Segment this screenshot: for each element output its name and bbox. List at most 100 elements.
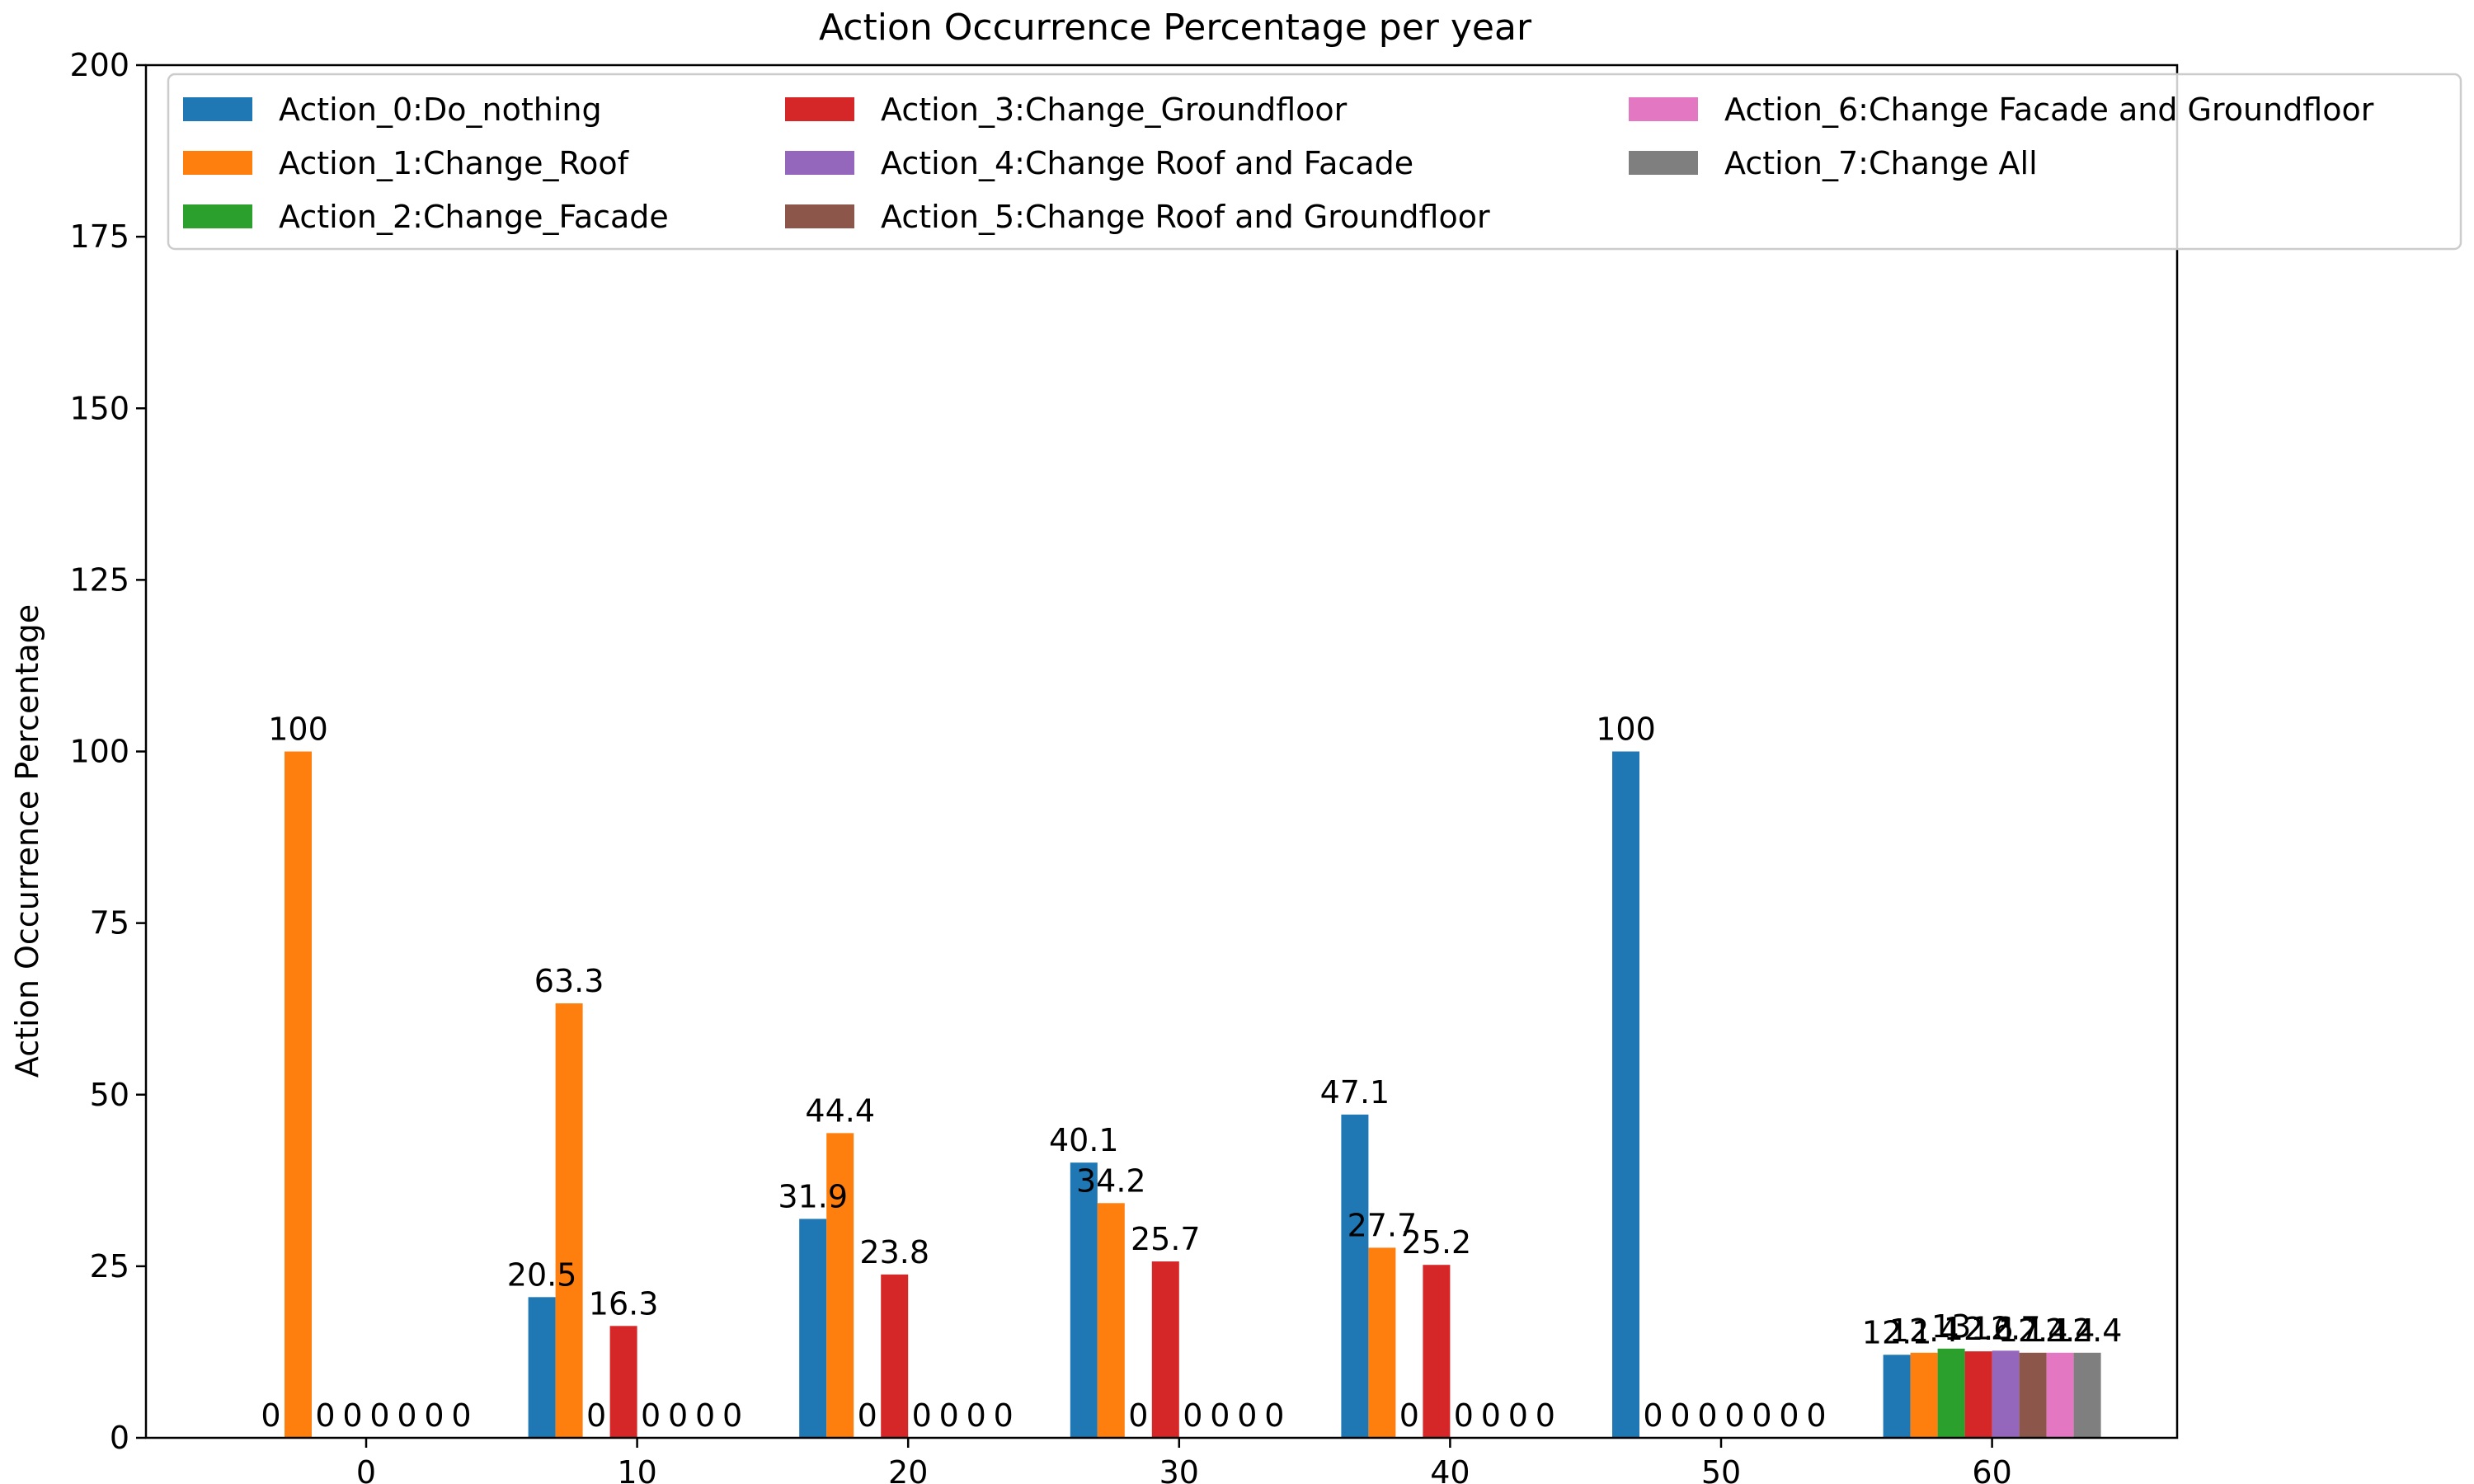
data-label: 0 xyxy=(722,1397,742,1434)
data-label: 0 xyxy=(315,1397,335,1434)
data-label: 0 xyxy=(641,1397,661,1434)
y-tick-label: 175 xyxy=(69,218,129,255)
data-label: 0 xyxy=(1264,1397,1284,1434)
data-labels-layer: 0 20.5 31.9 40.1 47.1 100 12.1 100 63.3 44.4 34.2 2… xyxy=(261,711,2122,1435)
plot-frame xyxy=(144,63,2179,1439)
bar-action-3 xyxy=(1151,1261,1179,1438)
data-label: 44.4 xyxy=(805,1092,875,1129)
data-label: 31.9 xyxy=(778,1178,848,1214)
data-label: 0 xyxy=(1779,1397,1799,1434)
data-label: 0 xyxy=(1536,1397,1555,1434)
legend-swatch xyxy=(1629,97,1698,121)
data-label: 0 xyxy=(261,1397,280,1434)
data-label: 12.7 xyxy=(1971,1310,2041,1346)
bar-action-0 xyxy=(1883,1355,1911,1438)
bar-action-0 xyxy=(1612,751,1639,1438)
data-label: 12.4 xyxy=(2053,1313,2123,1349)
y-tick-label: 150 xyxy=(69,390,129,426)
y-tick-label: 125 xyxy=(69,561,129,598)
y-tick-label: 75 xyxy=(90,905,129,942)
x-tick-label: 50 xyxy=(1701,1454,1741,1484)
data-label: 47.1 xyxy=(1320,1074,1390,1111)
data-label: 0 xyxy=(695,1397,715,1434)
data-label: 34.2 xyxy=(1076,1162,1146,1199)
y-tick-label: 0 xyxy=(110,1420,129,1456)
data-label: 0 xyxy=(1399,1397,1419,1434)
bar-action-6 xyxy=(2046,1352,2074,1438)
x-tick-label: 0 xyxy=(356,1454,376,1484)
data-label: 0 xyxy=(1508,1397,1528,1434)
data-label: 12.1 xyxy=(1862,1314,1932,1350)
data-label: 0 xyxy=(1670,1397,1690,1434)
legend-box xyxy=(167,73,2462,251)
data-label: 0 xyxy=(342,1397,362,1434)
bar-action-1 xyxy=(1097,1203,1125,1438)
data-label: 0 xyxy=(1697,1397,1717,1434)
legend-swatch xyxy=(183,204,252,228)
data-label: 0 xyxy=(369,1397,389,1434)
data-label: 12.4 xyxy=(1998,1313,2068,1349)
data-label: 0 xyxy=(858,1397,877,1434)
bar-action-1 xyxy=(1368,1247,1396,1438)
legend-swatch xyxy=(183,97,252,121)
bar-action-1 xyxy=(555,1003,583,1438)
data-label: 0 xyxy=(397,1397,416,1434)
bar-action-1 xyxy=(285,751,312,1438)
y-tick-label: 100 xyxy=(69,734,129,770)
bar-action-3 xyxy=(1423,1265,1451,1438)
y-tick-label: 25 xyxy=(90,1248,129,1284)
bar-action-0 xyxy=(1341,1114,1369,1438)
data-label: 0 xyxy=(939,1397,959,1434)
bar-action-4 xyxy=(1992,1350,2020,1438)
x-tick-label: 40 xyxy=(1430,1454,1470,1484)
chart-title: Action Occurrence Percentage per year xyxy=(819,7,1532,49)
bars-layer xyxy=(285,751,2101,1438)
data-label: 13 xyxy=(1931,1308,1971,1345)
bar-action-0 xyxy=(799,1219,827,1438)
x-tick-label: 10 xyxy=(617,1454,656,1484)
legend-entry: Action_3:Change_Groundfloor xyxy=(881,92,1348,128)
data-label: 0 xyxy=(994,1397,1014,1434)
data-label: 100 xyxy=(268,711,328,748)
data-label: 0 xyxy=(424,1397,444,1434)
bar-action-3 xyxy=(609,1326,637,1438)
data-label: 12.6 xyxy=(1944,1311,2014,1347)
data-label: 0 xyxy=(586,1397,606,1434)
bar-action-0 xyxy=(528,1297,556,1438)
data-label: 63.3 xyxy=(534,963,604,999)
data-label: 27.7 xyxy=(1348,1207,1418,1243)
data-label: 100 xyxy=(1596,711,1656,748)
data-label: 0 xyxy=(451,1397,471,1434)
y-tick-label: 50 xyxy=(90,1077,129,1113)
data-label: 0 xyxy=(1806,1397,1826,1434)
legend-entry: Action_7:Change All xyxy=(1724,145,2038,181)
data-label: 0 xyxy=(1643,1397,1663,1434)
data-label: 20.5 xyxy=(507,1256,577,1293)
data-label: 0 xyxy=(967,1397,986,1434)
x-tick-label: 30 xyxy=(1159,1454,1199,1484)
y-tick-label: 200 xyxy=(69,47,129,83)
data-label: 25.2 xyxy=(1402,1224,1472,1261)
bar-action-0 xyxy=(1070,1162,1098,1438)
legend-swatch xyxy=(785,97,854,121)
data-label: 40.1 xyxy=(1049,1122,1119,1158)
data-label: 0 xyxy=(1752,1397,1771,1434)
data-label: 25.7 xyxy=(1131,1221,1201,1257)
bar-action-1 xyxy=(826,1133,854,1438)
bar-action-3 xyxy=(881,1274,909,1438)
data-label: 0 xyxy=(1128,1397,1148,1434)
data-label: 0 xyxy=(912,1397,932,1434)
data-label: 0 xyxy=(1724,1397,1744,1434)
data-label: 0 xyxy=(1183,1397,1202,1434)
axes-layer: 0 25 50 75 100 125 150 175 200 0 10 20 30 40 50 60 xyxy=(69,47,2011,1484)
legend-entry: Action_6:Change Facade and Groundfloor xyxy=(1724,92,2374,128)
legend-entry: Action_0:Do_nothing xyxy=(279,92,602,128)
legend-entry: Action_1:Change_Roof xyxy=(279,145,630,181)
data-label: 12.4 xyxy=(1889,1313,1959,1349)
y-axis-label: Action Occurrence Percentage xyxy=(9,604,45,1078)
legend: Action_0:Do_nothing Action_1:Change_Roof A… xyxy=(167,73,2462,251)
x-tick-label: 60 xyxy=(1972,1454,2011,1484)
legend-swatch xyxy=(1629,151,1698,175)
data-label: 0 xyxy=(1481,1397,1501,1434)
